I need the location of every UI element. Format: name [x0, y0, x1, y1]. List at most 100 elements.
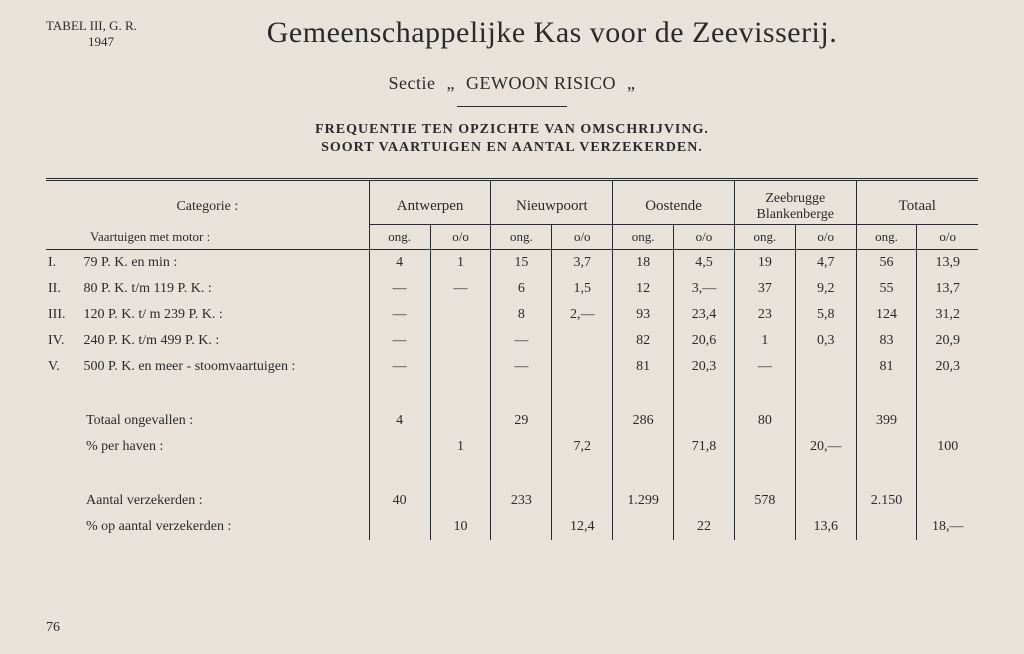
cell-pct: 20,6 — [674, 328, 735, 354]
subcol-ong: ong. — [491, 225, 552, 250]
cell-ong: 286 — [613, 408, 674, 434]
cell-ong: 80 — [734, 408, 795, 434]
subcol-ong: ong. — [613, 225, 674, 250]
cell-ong: 8 — [491, 302, 552, 328]
cell-ong: — — [491, 354, 552, 380]
cell-pct — [917, 408, 978, 434]
cell-ong: — — [369, 354, 430, 380]
cell-pct — [795, 408, 856, 434]
subcol-pct: o/o — [917, 225, 978, 250]
cell-ong: — — [369, 328, 430, 354]
horizontal-rule — [457, 106, 567, 107]
cell-ong — [856, 434, 917, 460]
cell-ong: 55 — [856, 276, 917, 302]
cell-pct: 18,— — [917, 514, 978, 540]
cell-ong: 15 — [491, 250, 552, 277]
cell-pct — [552, 408, 613, 434]
cell-pct: 71,8 — [674, 434, 735, 460]
cell-ong: 2.150 — [856, 488, 917, 514]
freq-line: SOORT VAARTUIGEN EN AANTAL VERZEKERDEN. — [46, 139, 978, 158]
cell-pct — [917, 488, 978, 514]
cell-ong — [856, 514, 917, 540]
cell-ong: 4 — [369, 250, 430, 277]
table-row: II. 80 P. K. t/m 119 P. K. :——61,5123,—3… — [46, 276, 978, 302]
cell-pct — [552, 354, 613, 380]
cell-pct: 3,7 — [552, 250, 613, 277]
page-title: Gemeenschappelijke Kas voor de Zeevisser… — [196, 16, 908, 50]
cell-pct: 100 — [917, 434, 978, 460]
cell-pct: 23,4 — [674, 302, 735, 328]
cell-pct: 20,3 — [917, 354, 978, 380]
cell-pct: 2,— — [552, 302, 613, 328]
cell-pct: 4,7 — [795, 250, 856, 277]
column-header: Oostende — [613, 181, 735, 224]
section-prefix: Sectie — [389, 73, 436, 93]
page-number: 76 — [46, 620, 60, 636]
cell-ong: 124 — [856, 302, 917, 328]
cell-ong — [491, 434, 552, 460]
cell-pct: 22 — [674, 514, 735, 540]
cell-pct: 9,2 — [795, 276, 856, 302]
cell-ong: 1.299 — [613, 488, 674, 514]
freq-line: FREQUENTIE TEN OPZICHTE VAN OMSCHRIJVING… — [46, 121, 978, 140]
cell-pct: 4,5 — [674, 250, 735, 277]
row-label: III. 120 P. K. t/ m 239 P. K. : — [46, 302, 369, 328]
cell-ong — [734, 514, 795, 540]
quote-close-icon: „ — [627, 73, 636, 93]
cell-pct: 13,6 — [795, 514, 856, 540]
cell-ong: — — [491, 328, 552, 354]
cell-pct: 1,5 — [552, 276, 613, 302]
cell-pct — [430, 408, 491, 434]
cell-ong: 81 — [856, 354, 917, 380]
cell-pct — [552, 488, 613, 514]
subcol-ong: ong. — [856, 225, 917, 250]
cell-pct: 31,2 — [917, 302, 978, 328]
row-label: Aantal verzekerden : — [46, 488, 369, 514]
subcol-ong: ong. — [369, 225, 430, 250]
cell-ong: 93 — [613, 302, 674, 328]
cell-pct: 20,3 — [674, 354, 735, 380]
cell-pct: 10 — [430, 514, 491, 540]
subcol-pct: o/o — [552, 225, 613, 250]
quote-open-icon: „ — [446, 73, 455, 93]
cell-pct — [430, 488, 491, 514]
subcol-pct: o/o — [795, 225, 856, 250]
row-label: V. 500 P. K. en meer - stoomvaartuigen : — [46, 354, 369, 380]
document-page: TABEL III, G. R. 1947 Gemeenschappelijke… — [0, 0, 1024, 654]
column-header: Totaal — [856, 181, 978, 224]
cell-pct — [430, 302, 491, 328]
cell-pct — [674, 408, 735, 434]
row-label: II. 80 P. K. t/m 119 P. K. : — [46, 276, 369, 302]
cell-ong: — — [734, 354, 795, 380]
cell-pct: 13,9 — [917, 250, 978, 277]
spacer-row — [46, 460, 978, 488]
row-label: % per haven : — [46, 434, 369, 460]
cell-ong: 81 — [613, 354, 674, 380]
table-row: III. 120 P. K. t/ m 239 P. K. :—82,—9323… — [46, 302, 978, 328]
data-table: Categorie : Antwerpen Nieuwpoort Oostend… — [46, 178, 978, 540]
cell-pct — [430, 328, 491, 354]
cell-ong: 6 — [491, 276, 552, 302]
vehicle-heading: Vaartuigen met motor : — [46, 225, 369, 250]
cell-pct: 12,4 — [552, 514, 613, 540]
subcol-pct: o/o — [674, 225, 735, 250]
cell-pct: — — [430, 276, 491, 302]
table-reference: TABEL III, G. R. 1947 — [46, 18, 196, 51]
table-row: IV. 240 P. K. t/m 499 P. K. :——8220,610,… — [46, 328, 978, 354]
cell-ong — [613, 514, 674, 540]
row-label: Totaal ongevallen : — [46, 408, 369, 434]
table-row: % op aantal verzekerden :1012,42213,618,… — [46, 514, 978, 540]
cell-ong: 233 — [491, 488, 552, 514]
column-header: Antwerpen — [369, 181, 491, 224]
section-name: GEWOON RISICO — [466, 73, 616, 93]
cell-ong: — — [369, 276, 430, 302]
cell-ong: 23 — [734, 302, 795, 328]
cell-pct — [552, 328, 613, 354]
table-row: % per haven :17,271,820,—100 — [46, 434, 978, 460]
cell-ong — [613, 434, 674, 460]
cell-ong: 578 — [734, 488, 795, 514]
cell-ong — [734, 434, 795, 460]
table-row: I. 79 P. K. en min :41153,7184,5194,7561… — [46, 250, 978, 277]
row-label: I. 79 P. K. en min : — [46, 250, 369, 277]
table-ref-line: TABEL III, G. R. — [46, 18, 196, 34]
